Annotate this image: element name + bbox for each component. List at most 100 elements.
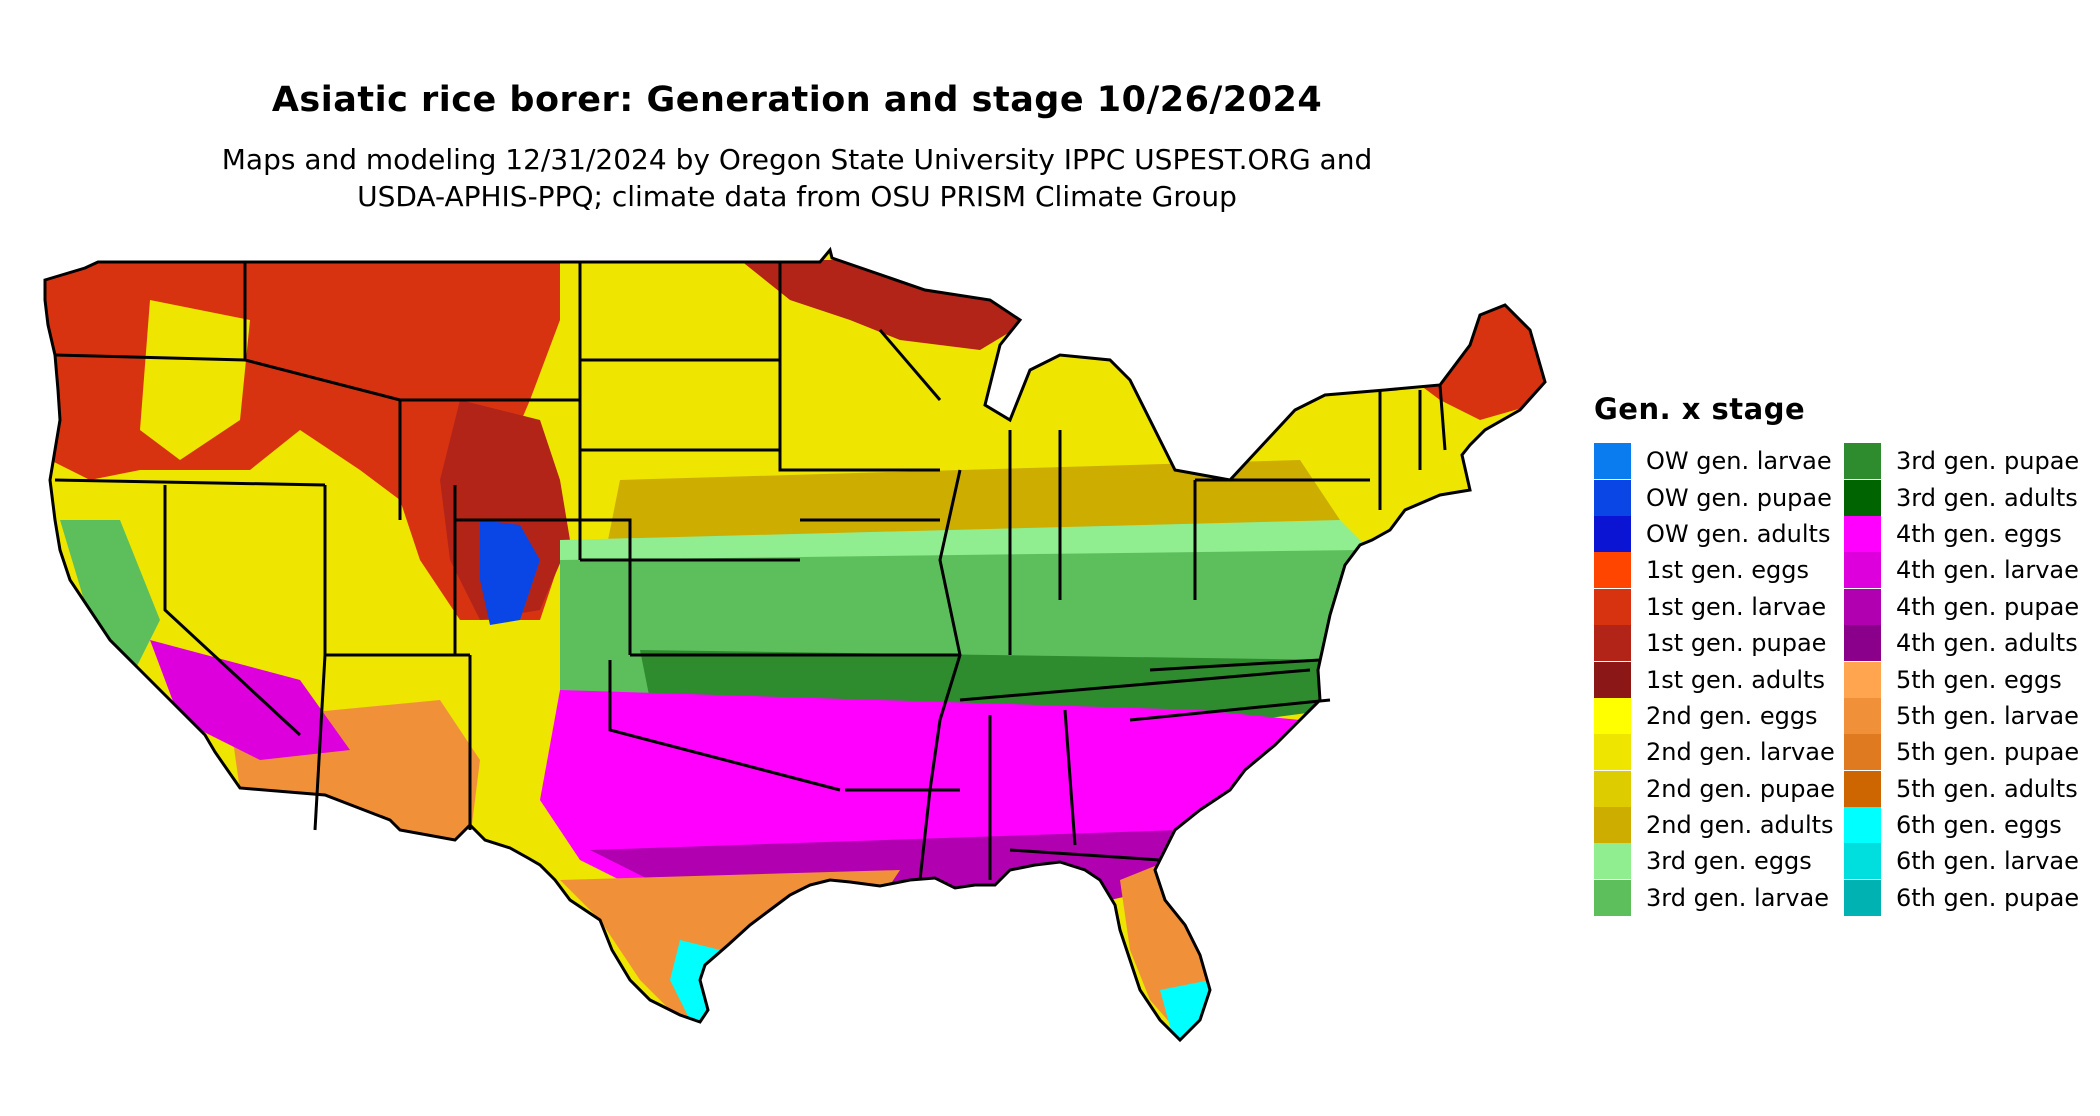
border-co-west <box>455 518 632 655</box>
legend-title: Gen. x stage <box>1594 392 1806 426</box>
legend-label: 3rd gen. eggs <box>1646 847 1812 876</box>
legend-label: 1st gen. pupae <box>1646 629 1827 658</box>
legend-item: 4th gen. eggs <box>1844 515 2094 552</box>
legend-swatch <box>1594 479 1631 516</box>
subtitle-line-1: Maps and modeling 12/31/2024 by Oregon S… <box>221 143 1373 176</box>
border-ok-tx <box>608 660 841 792</box>
legend-label: 4th gen. larvae <box>1896 556 2079 585</box>
us-outline <box>43 246 1547 1043</box>
legend-label: 4th gen. eggs <box>1896 519 2062 548</box>
state-boundaries <box>43 246 1547 1043</box>
legend-swatch <box>1844 843 1881 880</box>
legend-item: 6th gen. larvae <box>1844 843 2094 880</box>
legend-swatch <box>1844 625 1881 662</box>
border-nc-sc <box>1129 698 1331 722</box>
legend-item: OW gen. pupae <box>1594 479 1844 516</box>
legend-label: OW gen. larvae <box>1646 447 1832 476</box>
zone-colorado-peaks <box>480 520 540 625</box>
legend-item: 4th gen. pupae <box>1844 588 2094 625</box>
legend-column-2: 3rd gen. pupae 3rd gen. adults 4th gen. eg… <box>1844 443 2094 916</box>
legend-label: 2nd gen. pupae <box>1646 774 1835 803</box>
zone-great-basin-yellow <box>140 300 250 460</box>
border-id-mt <box>243 262 401 402</box>
legend-item: 1st gen. eggs <box>1594 552 1844 589</box>
legend-item: 2nd gen. larvae <box>1594 734 1844 771</box>
legend-swatch <box>1594 697 1631 734</box>
legend-item: 5th gen. eggs <box>1844 661 2094 698</box>
generation-stage-raster <box>45 250 1545 1040</box>
map-title: Asiatic rice borer: Generation and stage… <box>271 80 1323 120</box>
legend-swatch <box>1844 734 1881 771</box>
legend-item: 2nd gen. pupae <box>1594 770 1844 807</box>
legend-label: 6th gen. pupae <box>1896 883 2080 912</box>
border-ga-fl <box>1009 848 1161 862</box>
legend-swatch <box>1594 879 1631 916</box>
legend-label: 6th gen. eggs <box>1896 811 2062 840</box>
legend-swatch <box>1844 661 1881 698</box>
legend-swatch <box>1594 807 1631 844</box>
border-wa-or <box>54 353 246 362</box>
legend-item: 3rd gen. eggs <box>1594 843 1844 880</box>
border-ca-nv-diagonal <box>163 485 302 737</box>
border-mi-wi <box>878 329 942 401</box>
legend-label: 1st gen. adults <box>1646 665 1826 694</box>
legend-swatch <box>1844 479 1881 516</box>
legend-item: 4th gen. adults <box>1844 625 2094 662</box>
legend-swatch <box>1594 443 1631 480</box>
legend-item: 4th gen. larvae <box>1844 552 2094 589</box>
border-az-nm <box>313 654 327 831</box>
legend-swatch <box>1594 661 1631 698</box>
legend-item: 5th gen. pupae <box>1844 734 2094 771</box>
legend-swatch <box>1844 515 1881 552</box>
legend-swatch <box>1594 734 1631 771</box>
legend-swatch <box>1844 552 1881 589</box>
legend-item: 2nd gen. eggs <box>1594 697 1844 734</box>
legend-label: 1st gen. eggs <box>1646 556 1810 585</box>
legend-label: 3rd gen. larvae <box>1646 883 1829 912</box>
map-subtitle: Maps and modeling 12/31/2024 by Oregon S… <box>0 141 1594 215</box>
legend-label: 5th gen. adults <box>1896 774 2078 803</box>
legend-item: 6th gen. eggs <box>1844 807 2094 844</box>
legend-item: 1st gen. pupae <box>1594 625 1844 662</box>
legend-swatch <box>1844 697 1881 734</box>
legend-item: 3rd gen. larvae <box>1594 879 1844 916</box>
border-or-ca-nv <box>54 478 326 487</box>
legend-columns: OW gen. larvae OW gen. pupae OW gen. adult… <box>1594 443 2094 916</box>
legend-swatch <box>1844 443 1881 480</box>
legend-label: 4th gen. pupae <box>1896 592 2080 621</box>
legend-label: OW gen. pupae <box>1646 483 1832 512</box>
border-al-ga <box>1063 709 1077 846</box>
legend-swatch <box>1844 588 1881 625</box>
legend-swatch <box>1844 807 1881 844</box>
legend-item: 3rd gen. pupae <box>1844 443 2094 480</box>
legend-column-1: OW gen. larvae OW gen. pupae OW gen. adult… <box>1594 443 1844 916</box>
legend-swatch <box>1594 515 1631 552</box>
legend-label: 5th gen. eggs <box>1896 665 2062 694</box>
legend-label: 5th gen. larvae <box>1896 701 2079 730</box>
legend-item: 3rd gen. adults <box>1844 479 2094 516</box>
legend-swatch <box>1594 588 1631 625</box>
legend-item: OW gen. larvae <box>1594 443 1844 480</box>
border-me-nh <box>1438 384 1447 451</box>
border-ky-tn <box>959 668 1311 702</box>
legend-label: 3rd gen. pupae <box>1896 447 2080 476</box>
legend-swatch <box>1844 770 1881 807</box>
legend-item: 1st gen. larvae <box>1594 588 1844 625</box>
legend-label: 2nd gen. eggs <box>1646 701 1818 730</box>
legend-label: 5th gen. pupae <box>1896 738 2080 767</box>
legend-swatch <box>1594 552 1631 589</box>
border-mississippi-river <box>918 469 962 881</box>
border-va-nc <box>1149 658 1321 672</box>
legend-label: 1st gen. larvae <box>1646 592 1827 621</box>
legend-label: 4th gen. adults <box>1896 629 2078 658</box>
legend-label: 2nd gen. adults <box>1646 811 1834 840</box>
legend-swatch <box>1844 879 1881 916</box>
legend-item: 1st gen. adults <box>1594 661 1844 698</box>
legend-swatch <box>1594 843 1631 880</box>
legend: Gen. x stage OW gen. larvae OW gen. pupae… <box>1594 392 2094 916</box>
zone-california-valley <box>60 520 160 680</box>
legend-label: 2nd gen. larvae <box>1646 738 1835 767</box>
legend-item: 5th gen. adults <box>1844 770 2094 807</box>
legend-label: OW gen. adults <box>1646 519 1831 548</box>
